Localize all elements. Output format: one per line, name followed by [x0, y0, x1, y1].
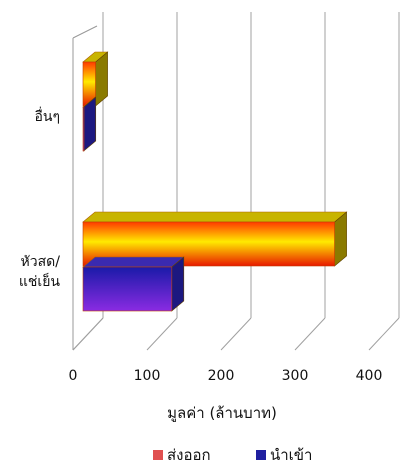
bar-export-0-top: [82, 211, 348, 223]
bar-import-0: [82, 256, 185, 312]
bar-import-1-front: [82, 106, 85, 152]
bars: [82, 51, 348, 312]
legend-swatch-import: [256, 450, 266, 460]
x-axis-title: มูลค่า (ล้านบาท): [167, 404, 277, 422]
x-tick-label-400: 400: [356, 368, 383, 384]
x-tick-label-300: 300: [282, 368, 309, 384]
floor-line-400: [368, 317, 400, 351]
bar-export-0: [82, 211, 348, 267]
x-tick-label-200: 200: [208, 368, 235, 384]
bar-export-1: [82, 51, 109, 107]
wall-top-edge: [72, 25, 98, 39]
bar-import-0-front: [82, 266, 173, 312]
floor-left-edge: [72, 317, 104, 351]
legend-label-export: ส่งออก: [167, 446, 211, 464]
x-tick-label-0: 0: [69, 368, 78, 384]
legend-swatch-export: [153, 450, 163, 460]
category-label-0-line0: หัวสด/: [21, 254, 61, 270]
labels: มูลค่า (ล้านบาท) 0 100 200 300 400 หัวสด/แช่เ…: [19, 107, 382, 422]
category-label-0-line1: แช่เย็น: [19, 272, 61, 290]
bar-import-1: [82, 96, 97, 152]
floor-line-100: [146, 317, 178, 351]
floor-line-200: [220, 317, 252, 351]
legend-label-import: นำเข้า: [270, 446, 312, 464]
category-label-1: อื่นๆ: [35, 107, 61, 125]
bar-import-0-top: [82, 256, 185, 268]
legend: ส่งออก นำเข้า: [153, 446, 312, 464]
floor-line-300: [294, 317, 326, 351]
x-tick-label-100: 100: [134, 368, 161, 384]
